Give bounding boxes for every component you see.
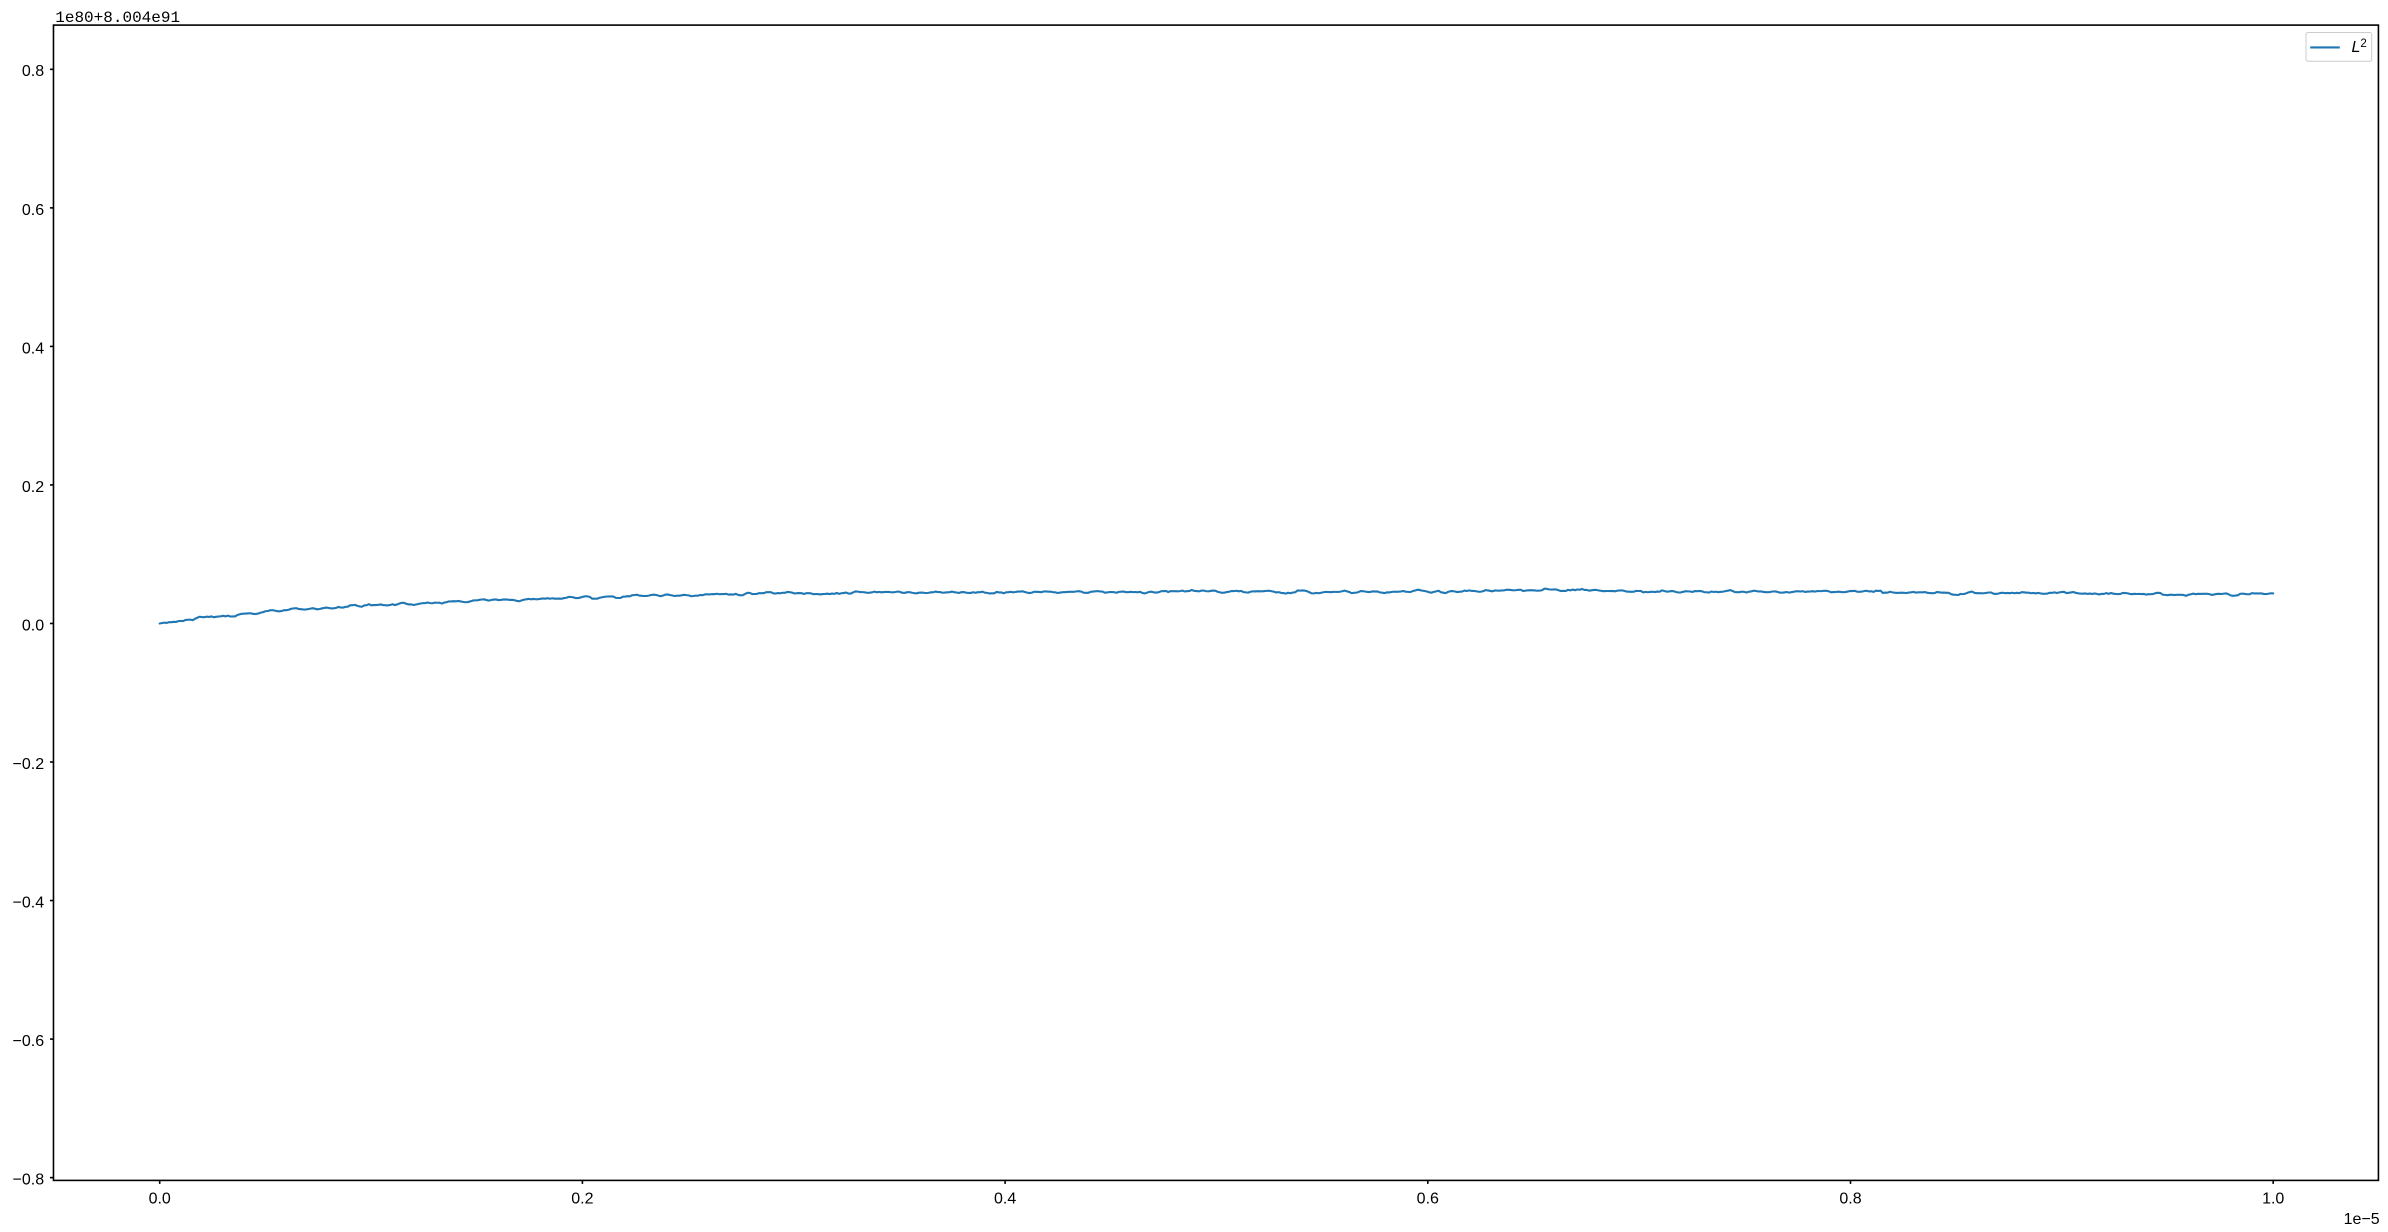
- svg-text:1.0: 1.0: [2262, 1190, 2284, 1207]
- svg-text:−0.4: −0.4: [13, 894, 45, 911]
- svg-text:0.2: 0.2: [571, 1190, 593, 1207]
- svg-text:0.0: 0.0: [149, 1190, 171, 1207]
- svg-text:−0.6: −0.6: [13, 1033, 45, 1050]
- svg-text:1e−5: 1e−5: [2344, 1211, 2380, 1228]
- svg-text:0.8: 0.8: [1839, 1190, 1861, 1207]
- svg-text:0.6: 0.6: [22, 202, 44, 219]
- svg-text:0.8: 0.8: [22, 63, 44, 80]
- svg-text:0.0: 0.0: [22, 617, 44, 634]
- svg-text:−0.8: −0.8: [13, 1172, 45, 1189]
- svg-text:1e80+8.004e91: 1e80+8.004e91: [55, 9, 180, 27]
- svg-text:0.2: 0.2: [22, 479, 44, 496]
- svg-text:−0.2: −0.2: [13, 756, 45, 773]
- svg-text:0.4: 0.4: [22, 340, 44, 357]
- svg-text:0.6: 0.6: [1417, 1190, 1439, 1207]
- svg-text:0.4: 0.4: [994, 1190, 1016, 1207]
